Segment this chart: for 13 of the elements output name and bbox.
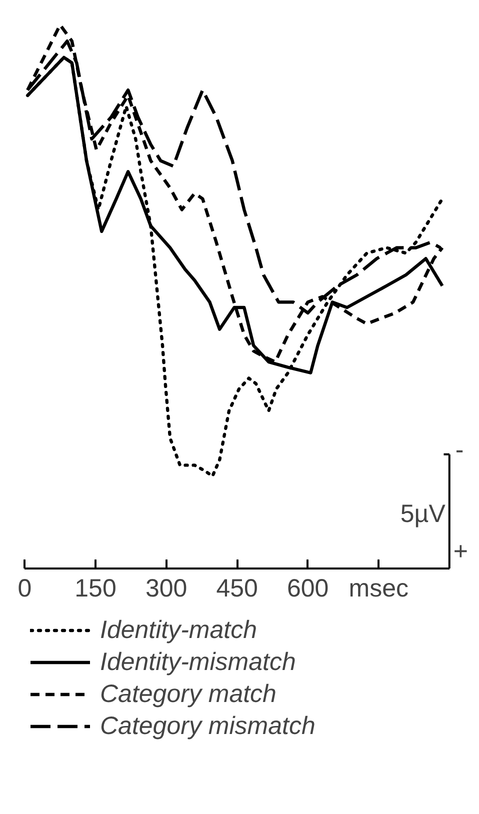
legend-label: Identity-mismatch xyxy=(100,648,296,676)
legend-label: Category mismatch xyxy=(100,712,316,740)
legend-label: Identity-match xyxy=(100,616,258,644)
x-tick-label: 300 xyxy=(145,574,188,602)
text: + xyxy=(453,538,468,566)
annotation: 5µV xyxy=(400,500,446,528)
x-tick-label: 150 xyxy=(74,574,116,602)
x-tick-label: 0 xyxy=(18,574,32,602)
x-tick-label: 600 xyxy=(286,574,329,602)
text: - xyxy=(455,436,464,464)
x-tick-label: 450 xyxy=(216,574,258,602)
x-tick-label: msec xyxy=(348,574,408,602)
legend-label: Category match xyxy=(100,680,276,708)
